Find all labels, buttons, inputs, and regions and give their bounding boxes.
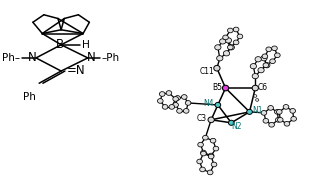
Ellipse shape	[183, 108, 189, 113]
Ellipse shape	[214, 65, 220, 71]
Ellipse shape	[173, 103, 179, 107]
Text: B: B	[56, 38, 64, 51]
Ellipse shape	[208, 117, 214, 123]
Ellipse shape	[158, 99, 163, 103]
Ellipse shape	[219, 39, 226, 44]
Text: B5: B5	[212, 83, 222, 91]
Ellipse shape	[258, 67, 264, 73]
Ellipse shape	[275, 53, 280, 58]
Ellipse shape	[252, 74, 258, 79]
Ellipse shape	[237, 34, 243, 39]
Ellipse shape	[215, 45, 221, 50]
Ellipse shape	[275, 110, 280, 114]
Ellipse shape	[211, 162, 217, 167]
Ellipse shape	[223, 51, 230, 56]
Ellipse shape	[213, 146, 219, 151]
Ellipse shape	[185, 101, 191, 105]
Ellipse shape	[198, 142, 203, 147]
Ellipse shape	[201, 151, 206, 156]
Ellipse shape	[290, 108, 296, 113]
Ellipse shape	[255, 57, 261, 62]
Ellipse shape	[201, 150, 206, 155]
Ellipse shape	[277, 118, 283, 122]
Ellipse shape	[228, 45, 234, 50]
Text: N: N	[28, 51, 37, 64]
Ellipse shape	[272, 46, 277, 51]
Ellipse shape	[284, 122, 290, 126]
Text: Ph: Ph	[23, 92, 36, 102]
Ellipse shape	[275, 118, 281, 122]
Text: H: H	[82, 40, 90, 50]
Ellipse shape	[276, 110, 282, 114]
Text: C6: C6	[258, 83, 268, 91]
Ellipse shape	[269, 122, 274, 127]
Ellipse shape	[261, 111, 267, 115]
Text: N: N	[87, 51, 95, 64]
Ellipse shape	[250, 64, 256, 69]
Text: C3: C3	[197, 114, 207, 123]
Ellipse shape	[222, 85, 229, 91]
Ellipse shape	[208, 153, 214, 158]
Ellipse shape	[270, 59, 275, 64]
Ellipse shape	[261, 56, 267, 61]
Text: N4: N4	[203, 99, 214, 108]
Ellipse shape	[200, 167, 205, 172]
Ellipse shape	[202, 135, 208, 140]
Ellipse shape	[197, 159, 202, 164]
Ellipse shape	[291, 116, 297, 121]
Ellipse shape	[252, 85, 258, 91]
Ellipse shape	[264, 63, 270, 68]
Ellipse shape	[162, 105, 168, 109]
Ellipse shape	[233, 40, 239, 45]
Ellipse shape	[229, 120, 234, 125]
Ellipse shape	[268, 105, 273, 110]
Text: N2: N2	[231, 122, 241, 131]
Ellipse shape	[207, 170, 213, 175]
Ellipse shape	[159, 92, 165, 96]
Ellipse shape	[177, 108, 182, 113]
Ellipse shape	[225, 38, 232, 43]
Ellipse shape	[266, 47, 271, 52]
Text: =N: =N	[67, 64, 85, 77]
Ellipse shape	[247, 109, 252, 114]
Ellipse shape	[256, 99, 259, 101]
Ellipse shape	[215, 102, 221, 108]
Ellipse shape	[173, 97, 179, 101]
Ellipse shape	[262, 54, 268, 59]
Text: –Ph: –Ph	[102, 53, 120, 63]
Ellipse shape	[254, 95, 257, 97]
Text: C11: C11	[200, 67, 215, 76]
Ellipse shape	[263, 63, 269, 67]
Ellipse shape	[217, 56, 223, 61]
Ellipse shape	[208, 154, 214, 159]
Ellipse shape	[223, 35, 228, 40]
Ellipse shape	[283, 105, 289, 109]
Ellipse shape	[175, 96, 181, 100]
Ellipse shape	[169, 105, 175, 109]
Ellipse shape	[210, 138, 216, 143]
Ellipse shape	[166, 91, 172, 95]
Text: N1: N1	[252, 106, 263, 115]
Ellipse shape	[228, 45, 233, 50]
Text: Ph–: Ph–	[2, 53, 20, 63]
Ellipse shape	[233, 27, 239, 32]
Ellipse shape	[263, 119, 269, 123]
Ellipse shape	[228, 28, 233, 33]
Ellipse shape	[181, 95, 187, 99]
